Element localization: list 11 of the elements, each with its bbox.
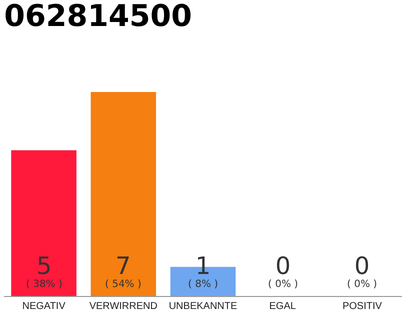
x-tick-label: EGAL bbox=[269, 301, 296, 312]
data-label: 0 ( 0% ) bbox=[347, 252, 378, 290]
data-label: 0 ( 0% ) bbox=[268, 252, 298, 290]
data-label: 5 ( 38% ) bbox=[26, 252, 62, 290]
data-label: 1 ( 8% ) bbox=[188, 252, 218, 290]
data-label: 7 ( 54% ) bbox=[105, 252, 142, 290]
x-tick-label: UNBEKANNTE bbox=[168, 301, 238, 312]
chart-title: 062814500 bbox=[4, 0, 192, 34]
x-tick-label: NEGATIV bbox=[22, 301, 66, 312]
x-tick-label: VERWIRREND bbox=[89, 301, 158, 312]
x-tick-label: POSITIV bbox=[342, 301, 382, 312]
